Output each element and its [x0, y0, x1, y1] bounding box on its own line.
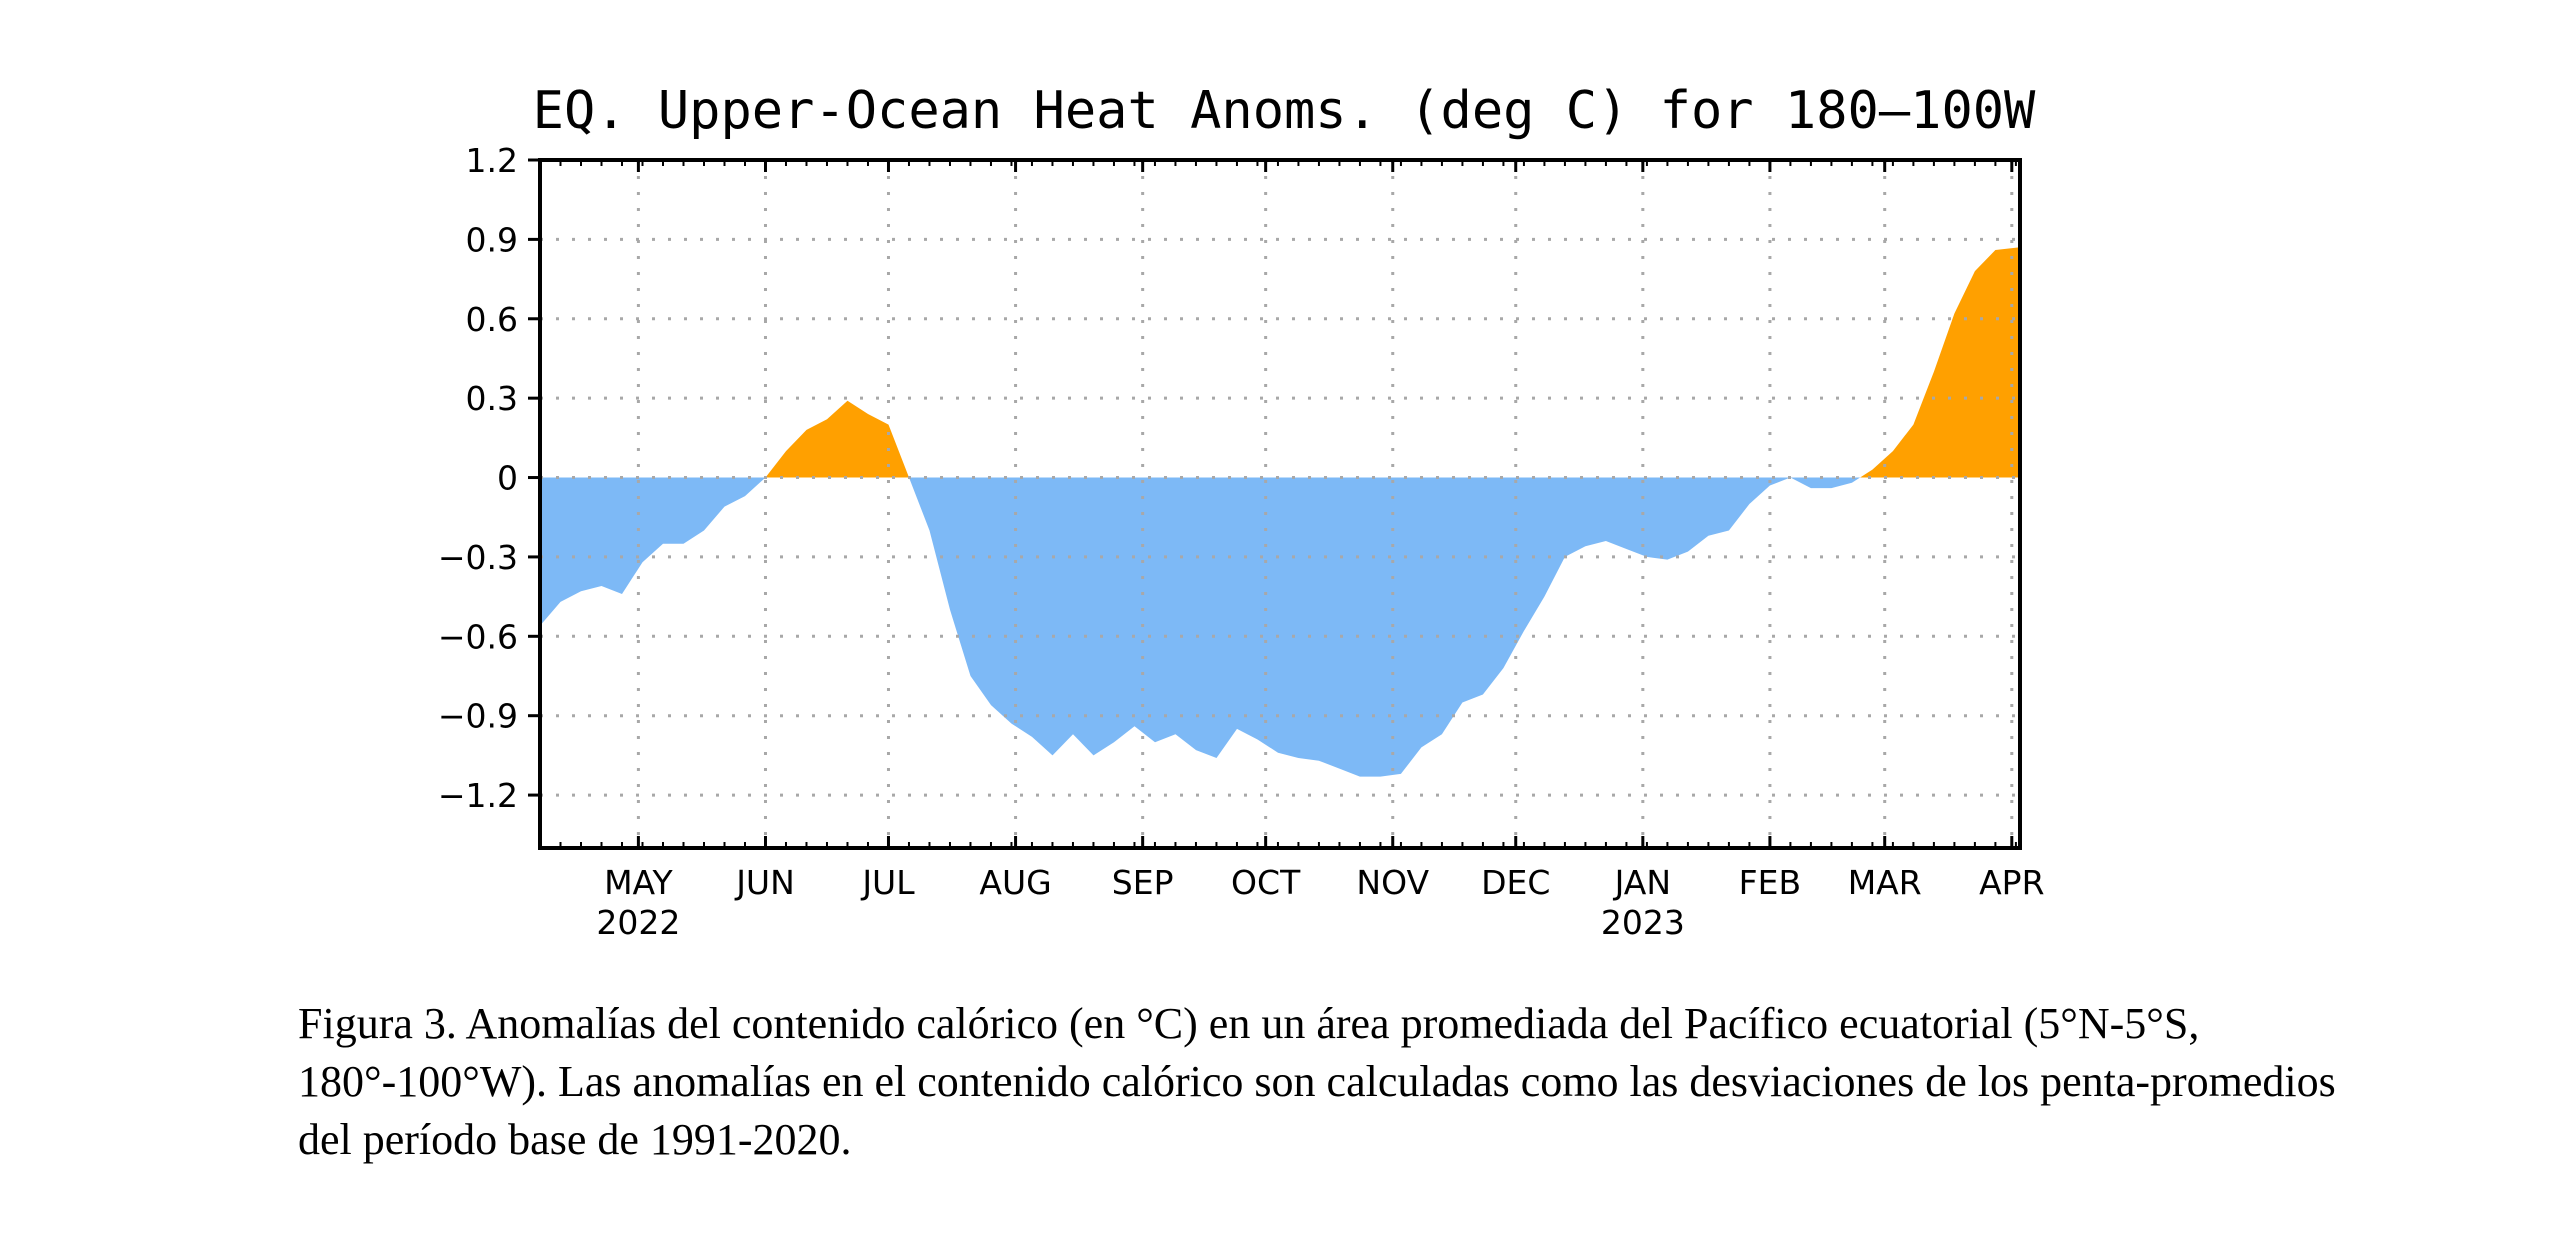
y-tick-label: −0.3: [438, 538, 518, 577]
x-year-label: 2023: [1601, 903, 1685, 942]
x-tick-label: MAY: [604, 863, 673, 902]
plot-frame: [538, 158, 2022, 850]
chart-figure: EQ. Upper-Ocean Heat Anoms. (deg C) for …: [438, 81, 2045, 942]
y-tick-label: −0.6: [438, 617, 518, 656]
x-tick-label: MAR: [1848, 863, 1922, 902]
x-tick-label: NOV: [1356, 863, 1429, 902]
x-tick-label: OCT: [1231, 863, 1301, 902]
axis-layer: [528, 158, 2022, 850]
figure-caption: Figura 3. Anomalías del contenido calóri…: [298, 999, 2336, 1164]
x-tick-label: DEC: [1481, 863, 1550, 902]
y-tick-label: 0.3: [466, 379, 518, 418]
y-tick-label: 1.2: [466, 141, 518, 180]
x-year-label: 2022: [596, 903, 680, 942]
grid-layer: [540, 158, 2020, 848]
y-tick-label: −1.2: [438, 776, 518, 815]
x-tick-label: SEP: [1112, 863, 1174, 902]
x-tick-label: FEB: [1739, 863, 1801, 902]
y-tick-label: 0: [497, 459, 518, 498]
y-tick-label: 0.9: [466, 220, 518, 259]
chart-title: EQ. Upper-Ocean Heat Anoms. (deg C) for …: [533, 81, 2036, 141]
y-tick-label: −0.9: [438, 697, 518, 736]
area-fill-layer: [540, 247, 2020, 777]
x-tick-label: APR: [1979, 863, 2044, 902]
negative-anomaly-area: [540, 477, 1861, 777]
x-tick-label: JUN: [734, 863, 795, 902]
x-tick-label: JAN: [1613, 863, 1671, 902]
y-tick-label: 0.6: [466, 300, 518, 339]
x-tick-label: AUG: [979, 863, 1051, 902]
x-tick-label: JUL: [860, 863, 915, 902]
chart-svg: EQ. Upper-Ocean Heat Anoms. (deg C) for …: [438, 81, 2045, 942]
